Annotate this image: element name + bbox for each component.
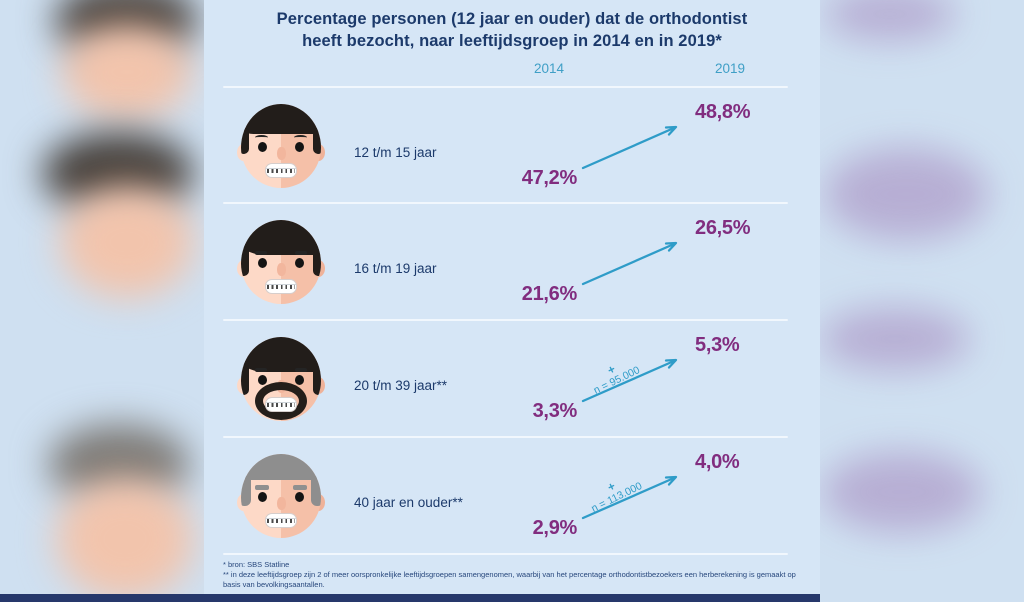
blurred-face-skin: [56, 478, 194, 600]
eyebrow: [293, 485, 307, 490]
divider-line: [223, 86, 788, 88]
teen-face-icon: [237, 220, 325, 304]
eyebrow: [294, 135, 307, 140]
age-group-label: 20 t/m 39 jaar**: [354, 378, 448, 393]
hair: [241, 244, 249, 276]
gray-hair: [241, 454, 321, 480]
nose: [277, 147, 286, 160]
braces: [267, 403, 295, 407]
hair: [241, 361, 249, 395]
trend-arrow-icon: [581, 475, 678, 520]
divider-line: [223, 436, 788, 438]
value-2019: 48,8%: [695, 101, 751, 123]
braces-mouth: [265, 163, 297, 178]
eyebrow: [255, 251, 267, 255]
braces-mouth: [265, 397, 297, 412]
braces: [267, 169, 295, 173]
trend-arrow-icon: [581, 125, 678, 170]
head: [241, 220, 321, 304]
value-2019: 4,0%: [695, 451, 740, 473]
eye: [295, 258, 304, 268]
teeth-line: [266, 402, 296, 403]
blurred-value: [820, 308, 970, 370]
page-title-line2: heeft bezocht, naar leeftijdsgroep in 20…: [302, 31, 722, 50]
goatee-man-face-icon: [237, 337, 325, 421]
divider-line: [223, 202, 788, 204]
eyebrow: [295, 251, 307, 255]
hair: [241, 104, 321, 134]
hair: [313, 128, 321, 154]
eye: [295, 142, 304, 152]
nose: [277, 497, 286, 510]
footnote-note: ** in deze leeftijdsgroep zijn 2 of meer…: [223, 569, 796, 589]
eye: [258, 142, 267, 152]
footnote-source: * bron: SBS Statline: [223, 560, 290, 569]
column-header-2019: 2019: [714, 61, 746, 76]
hair: [241, 128, 249, 154]
head: [241, 454, 321, 538]
age-group-row-12-15: 12 t/m 15 jaar 47,2% 48,8%: [204, 88, 820, 204]
age-group-row-40-plus: 40 jaar en ouder** 2,9% + n = 113.000 4,…: [204, 438, 820, 554]
hair: [313, 361, 321, 395]
eye: [258, 375, 267, 385]
eye: [295, 375, 304, 385]
trend-arrow-icon: [581, 358, 678, 403]
teeth-line: [266, 518, 296, 519]
value-2019: 26,5%: [695, 217, 751, 239]
column-header-2014: 2014: [533, 61, 565, 76]
teeth-line: [266, 284, 296, 285]
value-2014: 21,6%: [521, 283, 578, 305]
head: [241, 104, 321, 188]
blurred-value: [822, 452, 982, 532]
eyebrow: [255, 485, 269, 490]
hair: [313, 244, 321, 276]
eyebrow: [255, 135, 268, 140]
trend-arrow-icon: [581, 241, 678, 286]
bottom-bar: [0, 594, 820, 602]
braces: [267, 519, 295, 523]
hair: [241, 337, 321, 372]
nose: [277, 263, 286, 276]
hair: [241, 220, 321, 255]
value-2019: 5,3%: [695, 334, 740, 356]
value-2014: 2,9%: [532, 517, 578, 539]
age-group-row-20-39: 20 t/m 39 jaar** 3,3% + n = 95.000 5,3%: [204, 321, 820, 437]
goatee-beard: [255, 382, 307, 420]
blurred-value: [824, 148, 988, 240]
age-group-label: 12 t/m 15 jaar: [354, 145, 437, 160]
age-group-label: 16 t/m 19 jaar: [354, 261, 437, 276]
age-group-label: 40 jaar en ouder**: [354, 495, 463, 510]
gray-hair: [311, 476, 321, 506]
value-2014: 3,3%: [532, 400, 578, 422]
footnotes: * bron: SBS Statline ** in deze leeftijd…: [223, 560, 799, 589]
gray-hair: [241, 476, 251, 506]
page-title-line1: Percentage personen (12 jaar en ouder) d…: [276, 10, 748, 28]
eye: [258, 492, 267, 502]
senior-face-icon: [237, 454, 325, 538]
braces-mouth: [265, 513, 297, 528]
infographic-panel: Percentage personen (12 jaar en ouder) d…: [204, 0, 820, 602]
value-2014: 47,2%: [521, 167, 578, 189]
eye: [295, 492, 304, 502]
divider-line: [223, 319, 788, 321]
eyebrow: [255, 368, 267, 372]
page-title: Percentage personen (12 jaar en ouder) d…: [222, 9, 802, 53]
eyebrow: [295, 368, 307, 372]
age-group-row-16-19: 16 t/m 19 jaar 21,6% 26,5%: [204, 204, 820, 320]
blurred-face-skin: [62, 24, 192, 120]
divider-line: [223, 553, 788, 555]
teeth-line: [266, 168, 296, 169]
eye: [258, 258, 267, 268]
head: [241, 337, 321, 421]
braces-mouth: [265, 279, 297, 294]
blurred-value: [824, 0, 956, 40]
boy-face-icon: [237, 104, 325, 188]
blurred-face-skin: [60, 186, 194, 298]
braces: [267, 285, 295, 289]
